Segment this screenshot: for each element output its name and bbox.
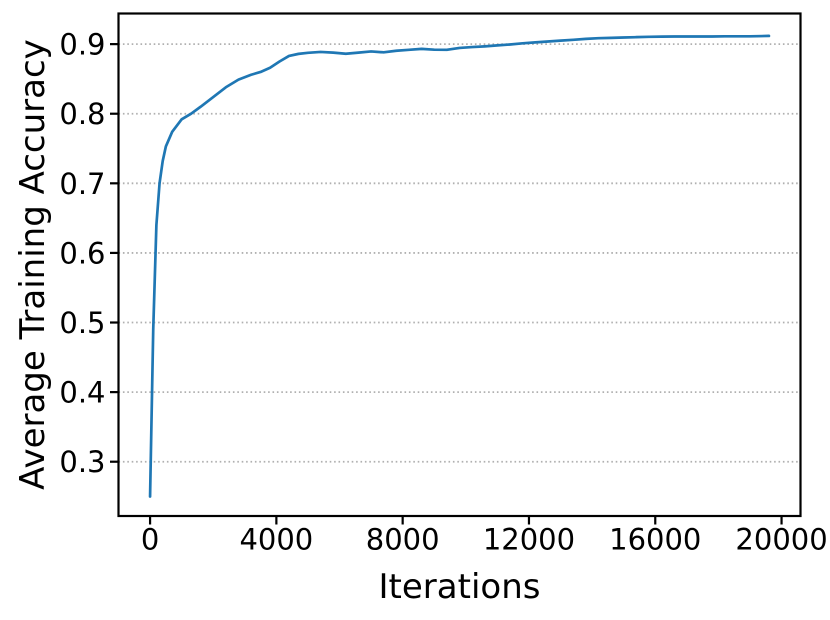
plot-border: [117, 12, 802, 518]
y-tick-label: 0.4: [59, 376, 105, 410]
x-axis-label: Iterations: [379, 567, 541, 607]
x-tick-label: 20000: [735, 523, 827, 557]
y-tick-label: 0.5: [59, 306, 105, 340]
data-series: [148, 34, 771, 498]
y-tick-label: 0.6: [59, 236, 105, 270]
x-tick-label: 4000: [239, 523, 313, 557]
y-axis-label: Average Training Accuracy: [13, 39, 53, 490]
y-tick-label: 0.8: [59, 97, 105, 131]
y-axis-ticks: 0.3 0.4 0.5 0.6 0.7 0.8 0.9: [59, 28, 119, 479]
gridlines: [118, 43, 801, 463]
y-tick-label: 0.3: [59, 445, 105, 479]
x-tick-label: 8000: [366, 523, 440, 557]
y-tick-label: 0.7: [59, 167, 105, 201]
accuracy-line: [148, 34, 771, 498]
x-tick-label: 16000: [609, 523, 701, 557]
x-axis-ticks: 0 4000 8000 12000 16000 20000: [141, 516, 828, 557]
y-tick-label: 0.9: [59, 28, 105, 62]
x-tick-label: 0: [141, 523, 159, 557]
x-tick-label: 12000: [483, 523, 575, 557]
